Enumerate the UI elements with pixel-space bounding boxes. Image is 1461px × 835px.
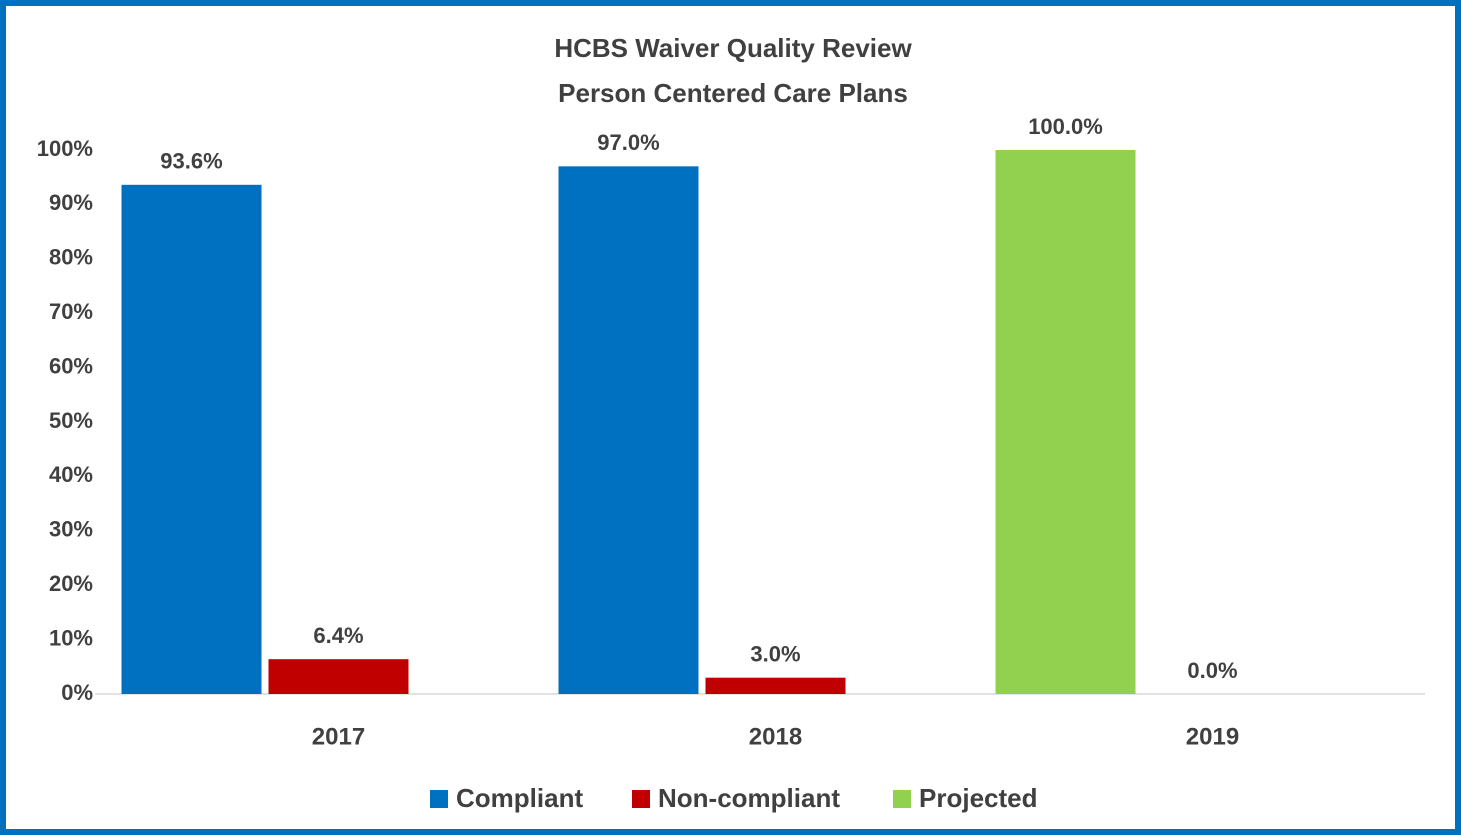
- legend-swatch: [893, 790, 911, 808]
- data-label: 97.0%: [597, 130, 659, 155]
- legend-label: Projected: [919, 783, 1038, 813]
- chart-subtitle: Person Centered Care Plans: [558, 78, 908, 108]
- legend-swatch: [632, 790, 650, 808]
- legend-label: Non-compliant: [658, 783, 840, 813]
- data-label: 3.0%: [750, 641, 800, 666]
- y-tick-label: 70%: [49, 299, 93, 324]
- x-tick-label: 2017: [312, 723, 365, 750]
- x-tick-label: 2019: [1186, 723, 1239, 750]
- data-label: 93.6%: [160, 149, 222, 174]
- legend-swatch: [430, 790, 448, 808]
- y-tick-label: 10%: [49, 625, 93, 650]
- data-label: 100.0%: [1028, 114, 1103, 139]
- y-tick-label: 0%: [61, 680, 93, 705]
- bar: [995, 150, 1136, 694]
- bar: [268, 659, 409, 694]
- bar: [558, 166, 699, 694]
- y-tick-label: 50%: [49, 408, 93, 433]
- legend-label: Compliant: [456, 783, 583, 813]
- data-label: 0.0%: [1187, 658, 1237, 683]
- y-tick-label: 90%: [49, 190, 93, 215]
- y-tick-label: 40%: [49, 462, 93, 487]
- y-tick-label: 20%: [49, 571, 93, 596]
- y-tick-label: 80%: [49, 245, 93, 270]
- bar: [121, 184, 262, 695]
- data-label: 6.4%: [313, 623, 363, 648]
- chart-title: HCBS Waiver Quality Review: [554, 33, 912, 63]
- y-tick-label: 30%: [49, 517, 93, 542]
- y-tick-label: 60%: [49, 353, 93, 378]
- x-tick-label: 2018: [749, 723, 802, 750]
- bar: [705, 677, 846, 694]
- y-tick-label: 100%: [37, 136, 93, 161]
